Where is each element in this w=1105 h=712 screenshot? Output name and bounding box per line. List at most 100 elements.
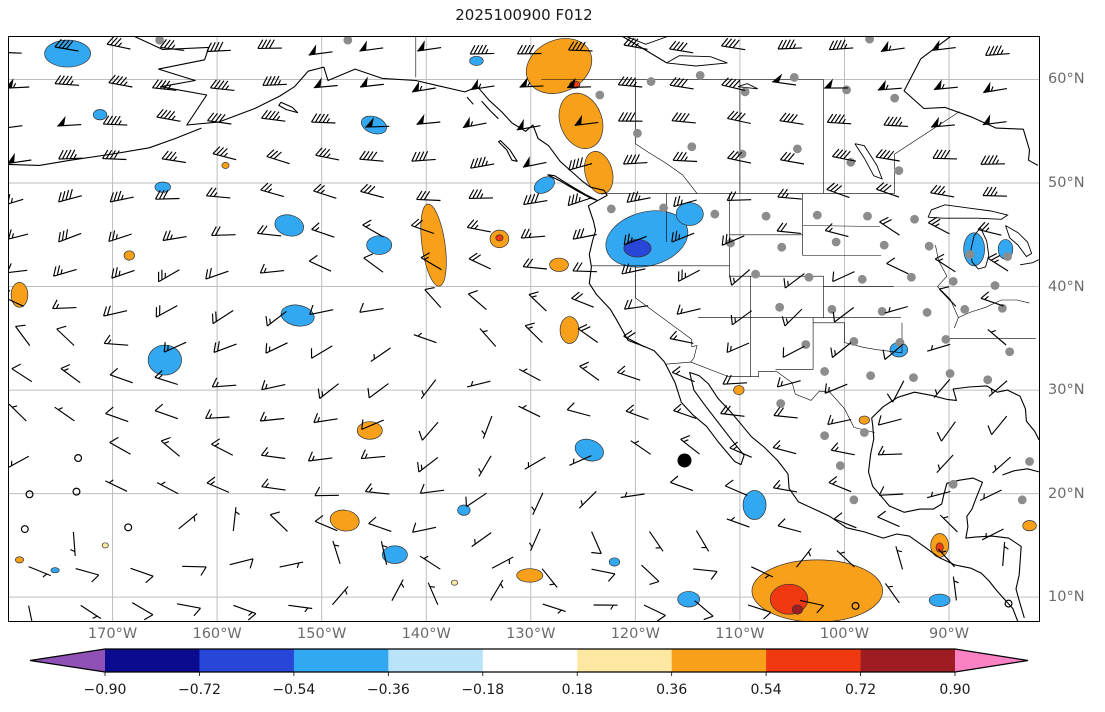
station-dot bbox=[983, 375, 993, 385]
anomaly-patch bbox=[280, 304, 315, 327]
lat-tick-label: 10°N bbox=[1048, 589, 1085, 606]
wind-barb bbox=[577, 323, 599, 343]
wind-barb bbox=[930, 184, 955, 198]
wind-barb bbox=[772, 479, 798, 493]
wind-barb bbox=[623, 330, 646, 348]
station-dot bbox=[1003, 252, 1012, 261]
wind-barb bbox=[416, 190, 441, 202]
station-dot bbox=[835, 461, 845, 471]
wind-barb bbox=[824, 223, 849, 238]
wind-barb bbox=[934, 253, 956, 273]
station-dot bbox=[865, 36, 874, 44]
wind-barb bbox=[481, 415, 493, 439]
anomaly-patch bbox=[584, 151, 614, 195]
station-dots bbox=[155, 36, 1034, 505]
wind-barb bbox=[571, 291, 594, 308]
wind-barb bbox=[777, 39, 803, 50]
wind-barb bbox=[669, 77, 694, 90]
wind-barb bbox=[466, 380, 491, 388]
station-dot bbox=[890, 93, 900, 103]
wind-barb bbox=[261, 109, 286, 122]
wind-barb bbox=[161, 150, 186, 164]
wind-barb bbox=[359, 83, 384, 88]
wind-barb bbox=[884, 583, 900, 604]
wind-barb bbox=[1002, 542, 1009, 567]
wind-barb bbox=[518, 368, 541, 382]
wind-barb bbox=[830, 442, 855, 456]
station-dot bbox=[960, 304, 970, 314]
wind-barb-pennant bbox=[880, 40, 889, 52]
wind-barb bbox=[933, 83, 958, 91]
wind-barb bbox=[926, 490, 951, 499]
wind-barb bbox=[154, 403, 178, 420]
wind-barb bbox=[641, 564, 660, 585]
wind-barb bbox=[103, 334, 129, 346]
wind-barb bbox=[205, 267, 229, 280]
wind-barb bbox=[524, 322, 543, 343]
wind-barb bbox=[152, 79, 177, 91]
wind-barb-pennant bbox=[365, 117, 374, 128]
wind-barb bbox=[721, 77, 746, 91]
anomaly-patch bbox=[469, 55, 484, 66]
wind-barb bbox=[307, 451, 333, 462]
wind-barb bbox=[516, 125, 541, 131]
wind-barb-pennant bbox=[470, 78, 479, 90]
wind-barb bbox=[528, 291, 547, 312]
wind-barb bbox=[75, 568, 100, 583]
wind-barb bbox=[103, 305, 128, 317]
wind-barb-pennant bbox=[417, 40, 425, 51]
wind-barb bbox=[362, 219, 384, 238]
wind-barb bbox=[882, 343, 904, 360]
wind-barb bbox=[206, 476, 230, 493]
station-dot bbox=[776, 399, 786, 408]
lon-tick-label: 130°W bbox=[506, 626, 556, 642]
wind-barb bbox=[28, 605, 33, 622]
lon-tick-label: 140°W bbox=[401, 626, 451, 642]
wind-barb bbox=[676, 304, 701, 315]
wind-barb bbox=[317, 383, 339, 399]
wind-barb-pennant bbox=[359, 40, 367, 52]
wind-barb bbox=[979, 489, 1002, 502]
wind-barb bbox=[310, 345, 333, 359]
lon-tick-label: 120°W bbox=[610, 626, 660, 642]
station-dot bbox=[695, 70, 705, 80]
anomaly-patch bbox=[361, 115, 387, 135]
wind-barb bbox=[579, 361, 600, 381]
wind-barb bbox=[886, 257, 909, 275]
anomaly-patch bbox=[10, 282, 29, 308]
wind-barb bbox=[977, 221, 1002, 236]
wind-barb bbox=[261, 478, 286, 491]
wind-barb-pennant bbox=[519, 77, 528, 88]
wind-barb-pennant bbox=[360, 76, 368, 87]
wind-barb bbox=[70, 531, 76, 556]
wind-barb bbox=[720, 405, 745, 417]
anomaly-patch bbox=[101, 542, 109, 549]
wind-barb bbox=[360, 183, 384, 199]
wind-barb bbox=[364, 483, 390, 495]
wind-barb bbox=[776, 377, 801, 388]
wind-barbs bbox=[8, 36, 1013, 622]
basemap bbox=[8, 36, 1040, 622]
wind-barb bbox=[491, 556, 514, 569]
wind-barb-pennant bbox=[772, 73, 783, 83]
coastline bbox=[498, 140, 518, 162]
wind-barb bbox=[233, 604, 257, 621]
wind-barb bbox=[211, 226, 236, 236]
lat-tick-label: 50°N bbox=[1048, 175, 1085, 192]
wind-barb bbox=[593, 604, 618, 610]
station-dot bbox=[155, 36, 165, 45]
wind-barb bbox=[643, 604, 666, 622]
wind-barb bbox=[877, 510, 900, 528]
wind-barb bbox=[875, 149, 900, 162]
wind-barb bbox=[518, 404, 541, 418]
wind-barb bbox=[332, 540, 341, 564]
wind-barb-pennant bbox=[516, 118, 524, 130]
wind-barb-pennant bbox=[982, 114, 991, 125]
wind-barb bbox=[516, 44, 542, 55]
wind-barb bbox=[671, 365, 695, 383]
station-dot bbox=[924, 241, 934, 251]
calm-circle bbox=[124, 523, 133, 532]
wind-barb bbox=[359, 302, 384, 313]
wind-barb bbox=[359, 47, 384, 52]
wind-barb bbox=[470, 83, 495, 91]
